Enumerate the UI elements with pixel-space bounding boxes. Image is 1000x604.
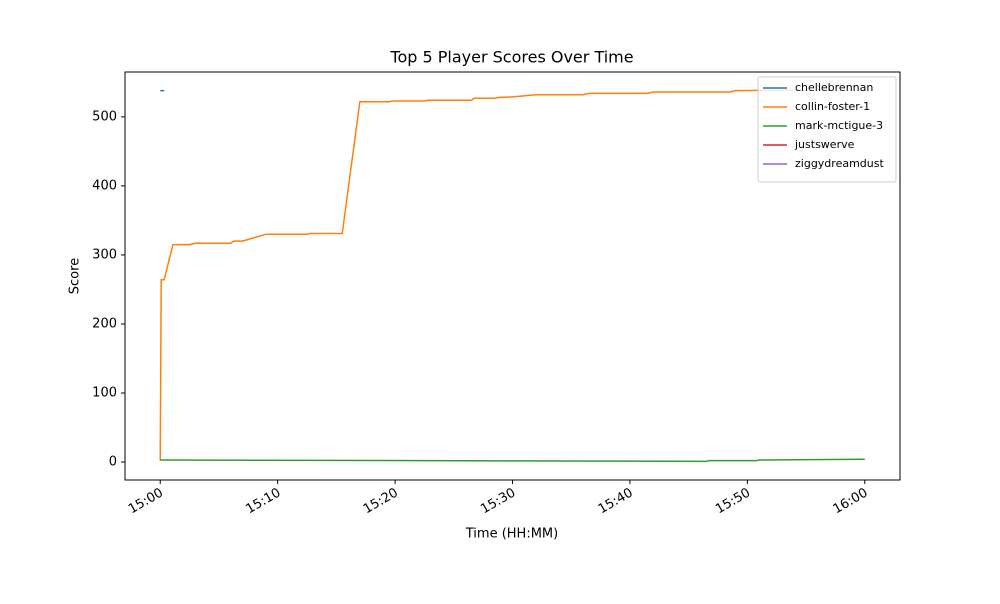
legend-label: mark-mctigue-3 xyxy=(795,119,883,132)
x-axis-label: Time (HH:MM) xyxy=(465,527,558,542)
y-tick-label: 100 xyxy=(92,386,117,401)
legend-label: justswerve xyxy=(794,138,855,151)
y-tick-label: 0 xyxy=(109,455,117,470)
legend: chellebrennan collin-foster-1 mark-mctigue… xyxy=(757,76,897,183)
legend-label: chellebrennan xyxy=(795,81,873,94)
legend-label: collin-foster-1 xyxy=(795,100,870,113)
y-axis-label: Score xyxy=(68,258,83,294)
legend-box xyxy=(757,76,897,183)
plot-frame xyxy=(124,71,901,481)
series-line xyxy=(160,458,865,463)
legend-label: ziggydreamdust xyxy=(795,157,884,170)
y-tick-label: 400 xyxy=(92,178,117,193)
chart-title: Top 5 Player Scores Over Time xyxy=(389,48,633,67)
series-line xyxy=(159,89,807,461)
y-tick-label: 300 xyxy=(92,247,117,262)
y-tick-label: 200 xyxy=(92,316,117,331)
y-tick-label: 500 xyxy=(92,109,117,124)
